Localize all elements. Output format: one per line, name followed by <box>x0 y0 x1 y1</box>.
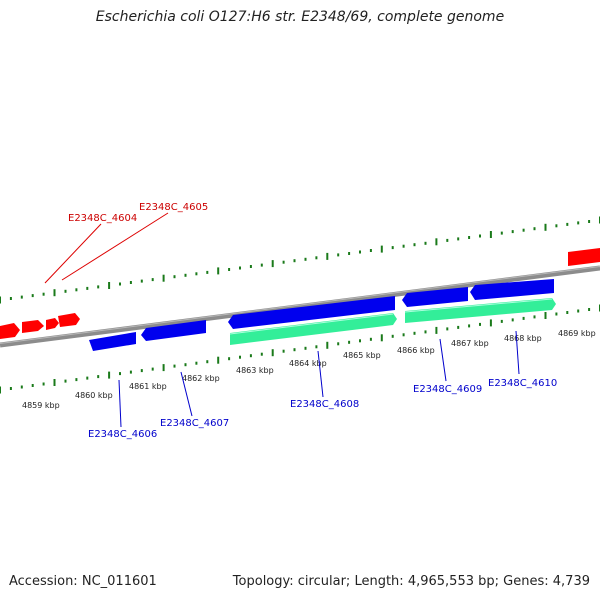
length-value: 4,965,553 bp <box>407 574 495 589</box>
scale-label: 4869 kbp <box>558 329 596 338</box>
gene-label-E2348C_4608: E2348C_4608 <box>290 399 359 410</box>
blue-gene-features[interactable] <box>89 279 554 351</box>
gene-label-E2348C_4604: E2348C_4604 <box>68 213 137 224</box>
red-gene-arrow <box>568 248 600 266</box>
blue-gene-arrow <box>402 287 468 307</box>
label-leader <box>439 338 447 382</box>
gene-label-E2348C_4607: E2348C_4607 <box>160 418 229 429</box>
accession-value: NC_011601 <box>81 574 157 589</box>
cds-block <box>230 313 397 345</box>
blue-gene-arrow <box>228 296 395 329</box>
label-leader <box>44 223 102 284</box>
length-label: Length: <box>354 574 404 589</box>
blue-gene-arrow <box>89 332 136 351</box>
scale-label: 4866 kbp <box>397 346 435 355</box>
scale-label: 4861 kbp <box>129 382 167 391</box>
scale-labels: 4859 kbp 4860 kbp 4861 kbp 4862 kbp 4863… <box>22 329 596 410</box>
genome-backbone-highlight <box>0 266 600 344</box>
scale-label: 4865 kbp <box>343 351 381 360</box>
accession-label: Accession: <box>9 574 78 589</box>
map-title: Escherichia coli O127:H6 str. E2348/69, … <box>95 9 505 25</box>
red-gene-arrow <box>0 323 20 339</box>
gene-label-E2348C_4606: E2348C_4606 <box>88 429 157 440</box>
gene-label-E2348C_4609: E2348C_4609 <box>413 384 482 395</box>
label-leader <box>515 330 520 375</box>
separator: ; <box>345 574 351 589</box>
genome-stats: Topology: circular; Length: 4,965,553 bp… <box>233 574 590 589</box>
red-gene-arrow <box>58 313 80 327</box>
red-gene-features[interactable] <box>0 248 600 339</box>
blue-gene-labels[interactable]: E2348C_4606 E2348C_4607 E2348C_4608 E234… <box>88 330 557 440</box>
scale-label: 4864 kbp <box>289 359 327 368</box>
red-gene-arrow <box>46 318 59 330</box>
blue-gene-arrow <box>470 279 554 300</box>
genome-backbone <box>0 265 600 348</box>
topology-label: Topology: <box>232 574 294 589</box>
scale-label: 4863 kbp <box>236 366 274 375</box>
genes-value: 4,739 <box>552 574 590 589</box>
gene-label-E2348C_4610: E2348C_4610 <box>488 378 557 389</box>
lower-tick-row <box>0 304 600 394</box>
separator: ; <box>494 574 500 589</box>
scale-label: 4867 kbp <box>451 339 489 348</box>
scale-label: 4860 kbp <box>75 391 113 400</box>
label-leader <box>118 379 122 428</box>
cds-block <box>405 298 556 323</box>
topology-value: circular <box>297 574 346 589</box>
scale-label: 4862 kbp <box>182 374 220 383</box>
genes-label: Genes: <box>503 574 549 589</box>
scale-label: 4868 kbp <box>504 334 542 343</box>
label-leader <box>317 350 324 398</box>
red-gene-labels[interactable]: E2348C_4604 E2348C_4605 <box>44 202 208 284</box>
gene-label-E2348C_4605: E2348C_4605 <box>139 202 208 213</box>
blue-gene-arrow <box>141 320 206 341</box>
cds-features[interactable] <box>229 298 556 345</box>
upper-tick-row <box>0 216 600 304</box>
accession-info: Accession: NC_011601 <box>9 574 157 589</box>
red-gene-arrow <box>22 320 44 333</box>
label-leader <box>61 212 169 281</box>
label-leader <box>180 371 193 417</box>
scale-label: 4859 kbp <box>22 401 60 410</box>
